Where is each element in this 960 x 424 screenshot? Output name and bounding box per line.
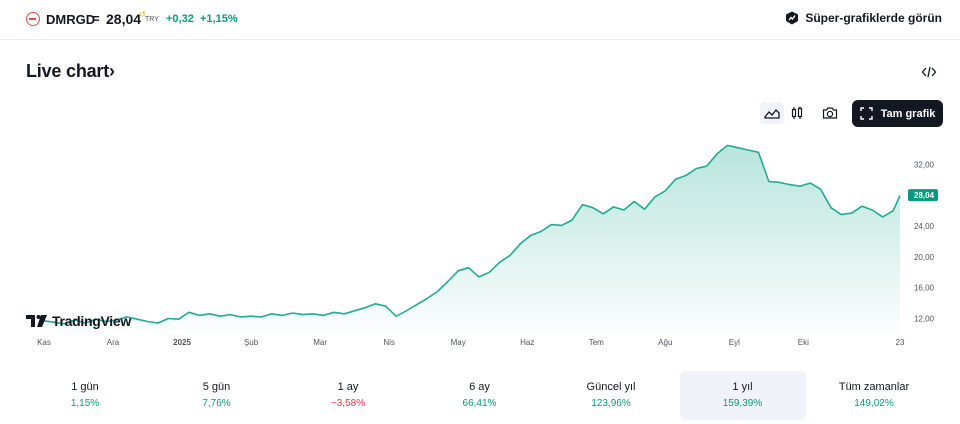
symbol-name[interactable]: DMRGD: [46, 12, 96, 27]
x-tick-label: Şub: [244, 338, 259, 347]
period-tab[interactable]: Tüm zamanlar 149,02%: [811, 371, 937, 420]
tradingview-logo-text: TradingView: [52, 313, 131, 329]
candlestick-chart-type-button[interactable]: [785, 102, 809, 124]
period-tab-label: 5 gün: [202, 381, 231, 393]
supercharts-icon: [786, 11, 799, 25]
price-change-absolute: +0,32: [166, 13, 194, 25]
company-logo: [26, 12, 40, 26]
x-tick-label: Tem: [589, 338, 604, 347]
x-tick-label: Nis: [383, 338, 395, 347]
last-price-label-bg: [908, 189, 938, 202]
y-tick-label: 16,00: [914, 284, 935, 293]
equals-sign: =: [92, 11, 100, 26]
chevron-right-icon: ›: [109, 61, 115, 81]
fullscreen-icon: [859, 107, 873, 120]
period-tab-change: 149,02%: [854, 398, 894, 409]
x-tick-label: Eki: [798, 338, 809, 347]
period-tab[interactable]: Güncel yıl 123,96%: [548, 371, 674, 420]
period-tab-label: 1 gün: [71, 381, 99, 393]
x-tick-label: Kas: [37, 338, 51, 347]
price-area-fill: [44, 145, 900, 330]
period-tab-label: 6 ay: [469, 381, 490, 393]
camera-icon: [822, 107, 838, 119]
embed-code-icon[interactable]: [921, 65, 937, 79]
full-chart-label: Tam grafik: [880, 107, 936, 120]
price-change-percent: +1,15%: [200, 13, 238, 25]
period-tab-label: 1 yıl: [732, 381, 753, 393]
period-tab-change: 123,96%: [591, 398, 631, 409]
y-tick-label: 32,00: [914, 161, 935, 170]
realtime-indicator-icon: ↺: [139, 10, 146, 19]
period-tab-change: −3,58%: [330, 398, 366, 409]
y-tick-label: 12,00: [914, 314, 935, 323]
period-tab-change: 159,39%: [722, 398, 763, 409]
tradingview-logo-icon: [26, 315, 47, 327]
x-tick-label: 23: [896, 338, 905, 347]
x-tick-label: Ara: [107, 338, 120, 347]
symbol-header: DMRGD = 28,04 ↺ TRY +0,32 +1,15% Süper-g…: [0, 0, 960, 40]
x-tick-label: 2025: [173, 338, 191, 347]
last-price-marker: 28,04: [908, 189, 938, 202]
area-chart-icon: [764, 109, 780, 119]
x-tick-label: Mar: [313, 338, 327, 347]
y-tick-label: 20,00: [914, 253, 935, 262]
period-tab[interactable]: 1 yıl 159,39%: [679, 371, 806, 420]
x-tick-label: Eyl: [729, 338, 740, 347]
last-price: 28,04: [106, 11, 142, 27]
area-chart-type-button[interactable]: [760, 102, 784, 124]
x-axis: Kas Ara 2025 Şub Mar Nis May Haz Tem Ağu Eyl Eki 23: [37, 338, 905, 347]
period-tab-label: Tüm zamanlar: [838, 381, 910, 393]
period-tab-label: 1 ay: [337, 381, 359, 393]
x-tick-label: Haz: [520, 338, 534, 347]
live-chart-title[interactable]: Live chart›: [26, 61, 115, 82]
period-tab-label: Güncel yıl: [586, 381, 636, 393]
period-tab[interactable]: 5 gün 7,76%: [154, 371, 280, 420]
tradingview-logo[interactable]: TradingView: [26, 313, 131, 329]
live-chart-title-text: Live chart: [26, 61, 110, 81]
candlestick-icon: [791, 106, 803, 119]
open-supercharts-label: Süper-grafiklerde görün: [805, 11, 942, 25]
snapshot-button[interactable]: [818, 102, 842, 124]
period-tab[interactable]: 1 gün 1,15%: [22, 371, 148, 420]
x-tick-label: Ağu: [658, 338, 672, 347]
last-price-label: 28,04: [914, 191, 935, 200]
period-tab-change: 7,76%: [202, 398, 231, 409]
period-performance-bar: 1 gün 1,15% 5 gün 7,76% 1 ay −3,58% 6 ay 66,41%…: [22, 371, 942, 421]
period-tab-change: 66,41%: [462, 398, 497, 409]
period-tab[interactable]: 1 ay −3,58%: [285, 371, 411, 420]
price-series-line: [43, 144, 901, 325]
full-chart-button[interactable]: Tam grafik: [852, 100, 943, 127]
currency-label: TRY: [145, 16, 159, 23]
period-tab-change: 1,15%: [70, 398, 100, 409]
x-tick-label: May: [451, 338, 466, 347]
open-supercharts-link[interactable]: Süper-grafiklerde görün: [785, 11, 942, 25]
y-tick-label: 24,00: [914, 222, 935, 231]
period-tab[interactable]: 6 ay 66,41%: [417, 371, 543, 420]
